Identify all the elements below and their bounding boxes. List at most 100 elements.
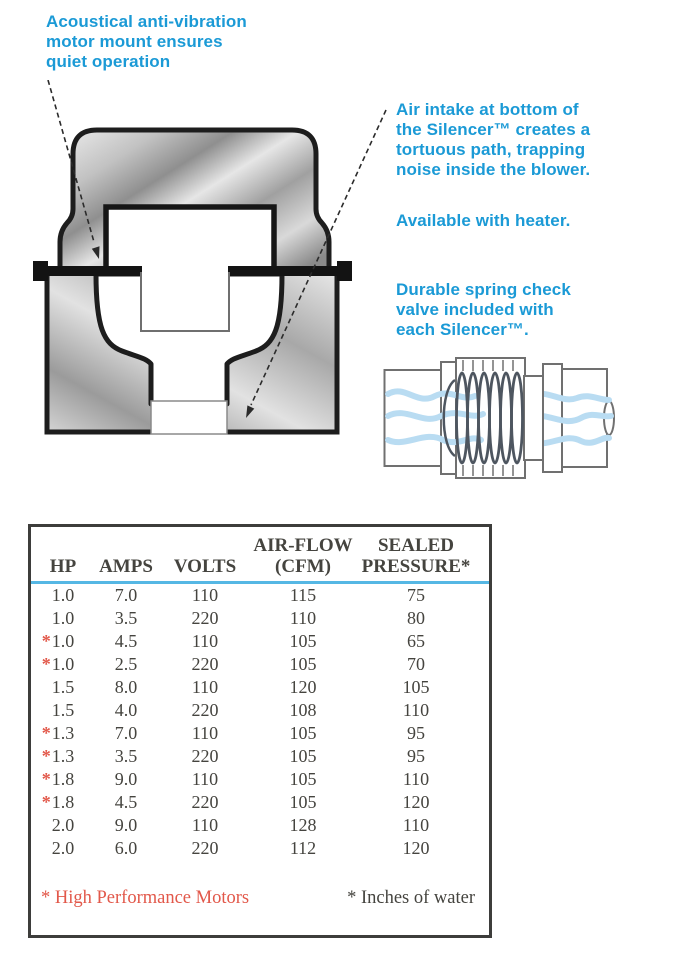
high-performance-star: * xyxy=(41,723,51,743)
airflow-value: 105 xyxy=(289,631,317,651)
hp-cell: * 1.8 xyxy=(31,768,95,791)
volts-value: 110 xyxy=(191,585,219,605)
hp-value: 1.3 xyxy=(51,723,75,743)
hp-value: 1.0 xyxy=(51,654,75,674)
callout-line: Acoustical anti-vibration xyxy=(46,12,247,31)
hp-cell: 1.0 xyxy=(31,607,95,630)
amps-value: 6.0 xyxy=(114,838,138,858)
col-header-airflow: AIR-FLOW (CFM) xyxy=(253,535,353,577)
airflow-value: 128 xyxy=(289,815,317,835)
airflow-value: 105 xyxy=(289,723,317,743)
spec-header-row: HP AMPS VOLTS AIR-FLOW (CFM) SEALED PRESSU… xyxy=(31,533,489,583)
hp-cell: 1.0 xyxy=(31,583,95,608)
pressure-value: 110 xyxy=(402,815,430,835)
amps-value: 4.5 xyxy=(114,792,138,812)
hp-value: 1.3 xyxy=(51,746,75,766)
hp-value: 1.5 xyxy=(51,700,75,720)
callout-line: quiet operation xyxy=(46,52,171,71)
hp-value: 1.5 xyxy=(51,677,75,697)
pressure-value: 65 xyxy=(407,631,425,651)
col-header-volts: VOLTS xyxy=(173,556,237,577)
spec-table: HP AMPS VOLTS AIR-FLOW (CFM) SEALED PRESSU… xyxy=(28,524,492,938)
airflow-value: 108 xyxy=(289,700,317,720)
amps-value: 3.5 xyxy=(114,746,138,766)
spec-row: * 1.3 7.0 110 105 95 xyxy=(31,722,489,745)
pressure-value: 75 xyxy=(407,585,425,605)
amps-value: 7.0 xyxy=(114,723,138,743)
pressure-value: 120 xyxy=(402,792,430,812)
volts-value: 110 xyxy=(191,815,219,835)
hp-cell: 2.0 xyxy=(31,837,95,860)
footnote-high-performance: * High Performance Motors xyxy=(41,888,250,908)
hp-cell: * 1.0 xyxy=(31,630,95,653)
col-header-amps: AMPS xyxy=(99,556,153,577)
amps-value: 4.5 xyxy=(114,631,138,651)
valve-cage-slots xyxy=(462,360,514,476)
airflow-value: 115 xyxy=(289,585,317,605)
leader-arrow-air-intake-icon xyxy=(246,109,387,418)
airflow-value: 105 xyxy=(289,654,317,674)
volts-value: 220 xyxy=(191,792,219,812)
airflow-value: 120 xyxy=(289,677,317,697)
spec-row: * 1.8 9.0 110 105 110 xyxy=(31,768,489,791)
pressure-value: 95 xyxy=(407,746,425,766)
amps-value: 3.5 xyxy=(114,608,138,628)
airflow-value: 105 xyxy=(289,769,317,789)
col-header-pressure: SEALED PRESSURE* xyxy=(361,535,471,577)
check-valve-illustration xyxy=(383,357,615,479)
hp-cell: * 1.8 xyxy=(31,791,95,814)
pressure-value: 95 xyxy=(407,723,425,743)
amps-value: 7.0 xyxy=(114,585,138,605)
amps-value: 9.0 xyxy=(114,769,138,789)
spec-row: * 1.0 2.5 220 105 70 xyxy=(31,653,489,676)
air-intake-opening xyxy=(150,400,228,435)
pressure-value: 80 xyxy=(407,608,425,628)
spec-row: * 1.8 4.5 220 105 120 xyxy=(31,791,489,814)
hp-value: 2.0 xyxy=(51,838,75,858)
spec-row: 2.0 6.0 220 112 120 xyxy=(31,837,489,860)
callout-line: Available with heater. xyxy=(396,211,571,230)
volts-value: 220 xyxy=(191,700,219,720)
spec-row: * 1.0 4.5 110 105 65 xyxy=(31,630,489,653)
spec-row: * 1.3 3.5 220 105 95 xyxy=(31,745,489,768)
amps-value: 4.0 xyxy=(114,700,138,720)
callout-line: tortuous path, trapping xyxy=(396,140,586,159)
volts-value: 220 xyxy=(191,608,219,628)
callout-heater: Available with heater. xyxy=(396,211,570,231)
pressure-value: 70 xyxy=(407,654,425,674)
hp-value: 1.0 xyxy=(51,631,75,651)
callout-line: valve included with xyxy=(396,300,554,319)
volts-value: 110 xyxy=(191,677,219,697)
hp-cell: * 1.0 xyxy=(31,653,95,676)
spec-row: 1.5 8.0 110 120 105 xyxy=(31,676,489,699)
pressure-value: 120 xyxy=(402,838,430,858)
airflow-value: 105 xyxy=(289,792,317,812)
pressure-value: 110 xyxy=(402,769,430,789)
amps-value: 9.0 xyxy=(114,815,138,835)
hp-value: 1.0 xyxy=(51,585,75,605)
spec-row: 1.0 3.5 220 110 80 xyxy=(31,607,489,630)
high-performance-star: * xyxy=(41,631,51,651)
pressure-value: 105 xyxy=(402,677,430,697)
callout-line: Air intake at bottom of xyxy=(396,100,579,119)
volts-value: 110 xyxy=(191,723,219,743)
callout-air-intake: Air intake at bottom of the Silencer™ cr… xyxy=(396,100,590,180)
footnote-inches-of-water: * Inches of water xyxy=(347,888,475,908)
hp-value: 1.8 xyxy=(51,769,75,789)
airflow-value: 112 xyxy=(289,838,317,858)
hp-cell: * 1.3 xyxy=(31,745,95,768)
pressure-value: 110 xyxy=(402,700,430,720)
volts-value: 110 xyxy=(191,631,219,651)
motor-cavity xyxy=(103,204,277,274)
hp-cell: 2.0 xyxy=(31,814,95,837)
volts-value: 110 xyxy=(191,769,219,789)
high-performance-star: * xyxy=(41,792,51,812)
spec-row: 2.0 9.0 110 128 110 xyxy=(31,814,489,837)
blower-cross-section-diagram xyxy=(33,80,387,435)
volts-value: 220 xyxy=(191,654,219,674)
hp-cell: 1.5 xyxy=(31,699,95,722)
hp-value: 1.8 xyxy=(51,792,75,812)
air-flow-waves xyxy=(385,388,614,447)
hp-cell: * 1.3 xyxy=(31,722,95,745)
